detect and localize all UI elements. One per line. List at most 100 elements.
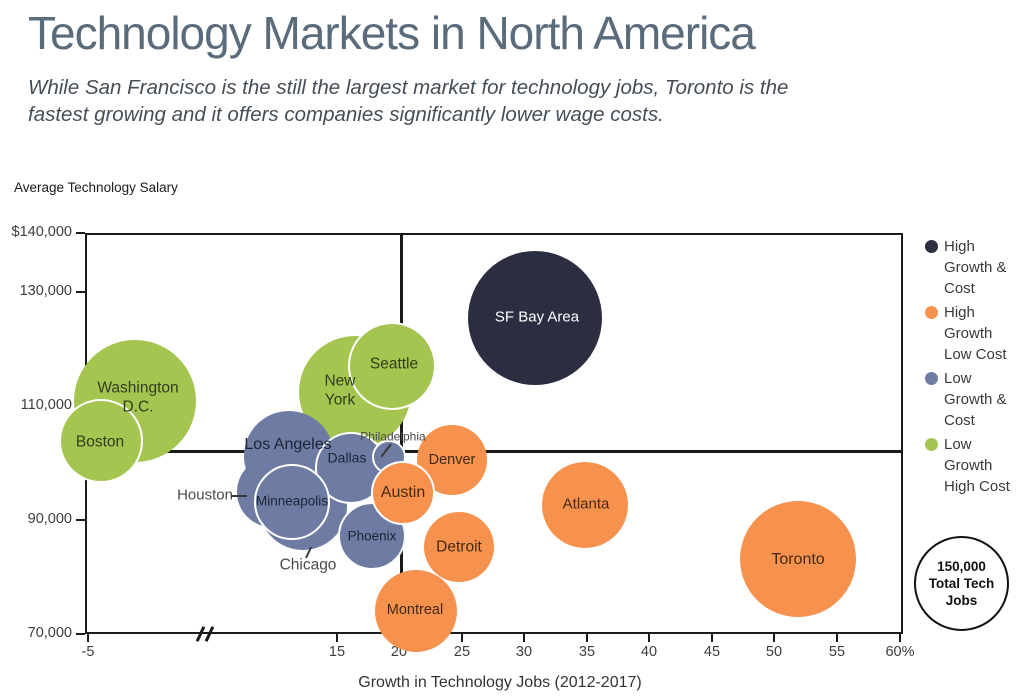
x-tick-mark [522, 634, 526, 642]
bubble-boston [59, 399, 143, 483]
legend-label-line: High [944, 238, 975, 255]
quadrant-vertical-line [400, 235, 403, 632]
x-tick-label: 25 [453, 644, 471, 660]
y-tick-mark [76, 231, 85, 235]
bubble-label-austin: Austin [381, 483, 425, 503]
bubble-label-minneapolis: Minneapolis [256, 494, 328, 511]
x-tick-mark [772, 634, 776, 642]
bubble-label-line: Minneapolis [255, 493, 329, 509]
legend-label-line: Low [944, 370, 972, 387]
y-tick-mark [76, 632, 85, 636]
bubble-label-toronto: Toronto [771, 550, 824, 570]
legend-label-line: Growth [944, 325, 993, 342]
bubble-label-line: Detroit [436, 538, 482, 556]
legend-item-low-growth-high-cost: Low Growth High Cost [925, 434, 1021, 497]
bubble-label-line: Denver [428, 451, 476, 468]
bubble-label-dallas: Dallas [328, 449, 367, 467]
bubble-label-line: Austin [380, 484, 426, 501]
legend-label-line: Low Cost [944, 346, 1007, 363]
legend-item-high-growth-low-cost: High Growth Low Cost [925, 302, 1021, 365]
legend-label-line: High Cost [944, 478, 1010, 495]
size-legend-label-line: 150,000 [937, 559, 986, 574]
size-legend-label-line: Jobs [945, 593, 978, 608]
bubble-label-atlanta: Atlanta [563, 496, 610, 515]
leader-line-houston [231, 495, 247, 498]
bubble-label-boston: Boston [76, 432, 124, 451]
bubble-sf-bay-area [468, 251, 602, 385]
bubble-label-line: Washington [97, 379, 179, 397]
bubble-label-sf-bay-area: SF Bay Area [495, 309, 579, 328]
quadrant-horizontal-line [87, 450, 901, 453]
legend-swatch [925, 306, 938, 319]
bubble-label-line: Montreal [386, 601, 444, 618]
x-tick-label: 60% [885, 644, 915, 660]
x-tick-mark [647, 634, 651, 642]
legend-item-low-growth-cost: Low Growth & Cost [925, 368, 1021, 431]
bubble-label-houston: Houston [177, 487, 233, 506]
x-axis-title: Growth in Technology Jobs (2012-2017) [358, 674, 642, 691]
bubble-label-line: Chicago [279, 556, 337, 574]
bubble-label-line: Phoenix [347, 528, 397, 544]
x-tick-label: -5 [81, 644, 95, 660]
bubble-label-montreal: Montreal [387, 601, 443, 619]
bubble-label-line: York [324, 392, 356, 409]
bubble-label-line: Seattle [369, 355, 419, 373]
page-subtitle-line-1: While San Francisco is the still the lar… [28, 76, 789, 99]
bubble-label-seattle: Seattle [370, 354, 418, 373]
bubble-minneapolis [254, 464, 330, 540]
y-tick-label: $140,000 [11, 224, 72, 240]
x-tick-mark [898, 634, 902, 642]
y-tick-mark [76, 290, 85, 294]
page-subtitle: While San Francisco is the still the lar… [28, 74, 788, 128]
y-tick-label: 90,000 [27, 511, 72, 527]
bubble-label-line: SF Bay Area [494, 308, 580, 326]
legend-swatch [925, 438, 938, 451]
bubble-label-line: Philadelphia [360, 429, 426, 444]
y-axis-title: Average Technology Salary [14, 180, 178, 195]
bubble-label-line: Houston [177, 486, 233, 504]
size-legend-circle: 150,000 Total Tech Jobs [914, 536, 1009, 631]
x-tick-label: 30 [515, 644, 533, 660]
legend-label-line: Low [944, 436, 972, 453]
bubble-label-philadelphia: Philadelphia [360, 430, 425, 445]
bubble-atlanta [542, 462, 628, 548]
bubble-label-phoenix: Phoenix [348, 529, 397, 546]
x-tick-mark [335, 634, 339, 642]
y-tick-label: 130,000 [19, 283, 72, 299]
x-tick-mark [710, 634, 714, 642]
y-tick-label: 70,000 [27, 625, 72, 641]
bubble-label-line: Atlanta [562, 495, 610, 513]
legend-label-line: Cost [944, 280, 975, 297]
x-tick-label: 35 [578, 644, 596, 660]
page-title: Technology Markets in North America [28, 7, 756, 59]
legend-item-high-growth-cost: High Growth & Cost [925, 236, 1021, 299]
bubble-austin [371, 461, 435, 525]
legend-label-line: High [944, 304, 975, 321]
legend: High Growth & Cost High Growth Low Cost Low Gro… [925, 236, 1021, 500]
legend-swatch [925, 240, 938, 253]
x-tick-label: 50 [765, 644, 783, 660]
x-tick-label: 45 [703, 644, 721, 660]
legend-label-line: Cost [944, 412, 975, 429]
bubble-label-los-angeles: Los Angeles [244, 435, 331, 455]
bubble-label-denver: Denver [429, 451, 476, 469]
bubble-label-line: Los Angeles [244, 436, 332, 453]
bubble-montreal [375, 570, 457, 652]
legend-label-line: Growth & [944, 391, 1007, 408]
x-tick-mark [460, 634, 464, 642]
bubble-detroit [424, 512, 494, 582]
bubble-toronto [740, 501, 856, 617]
bubble-seattle [348, 322, 436, 410]
bubble-label-chicago: Chicago [280, 555, 337, 574]
legend-label-line: Growth [944, 457, 993, 474]
bubble-label-detroit: Detroit [436, 537, 482, 556]
legend-label-line: Growth & [944, 259, 1007, 276]
page-subtitle-line-2: fastest growing and it offers companies … [28, 103, 664, 126]
bubble-label-line: New [324, 372, 356, 390]
x-tick-label: 40 [640, 644, 658, 660]
bubble-label-new-york: New York [324, 372, 355, 411]
bubble-label-line: Boston [75, 433, 125, 451]
x-tick-mark [86, 634, 90, 642]
legend-swatch [925, 372, 938, 385]
bubble-label-washington-d-c: Washington D.C. [97, 379, 178, 418]
